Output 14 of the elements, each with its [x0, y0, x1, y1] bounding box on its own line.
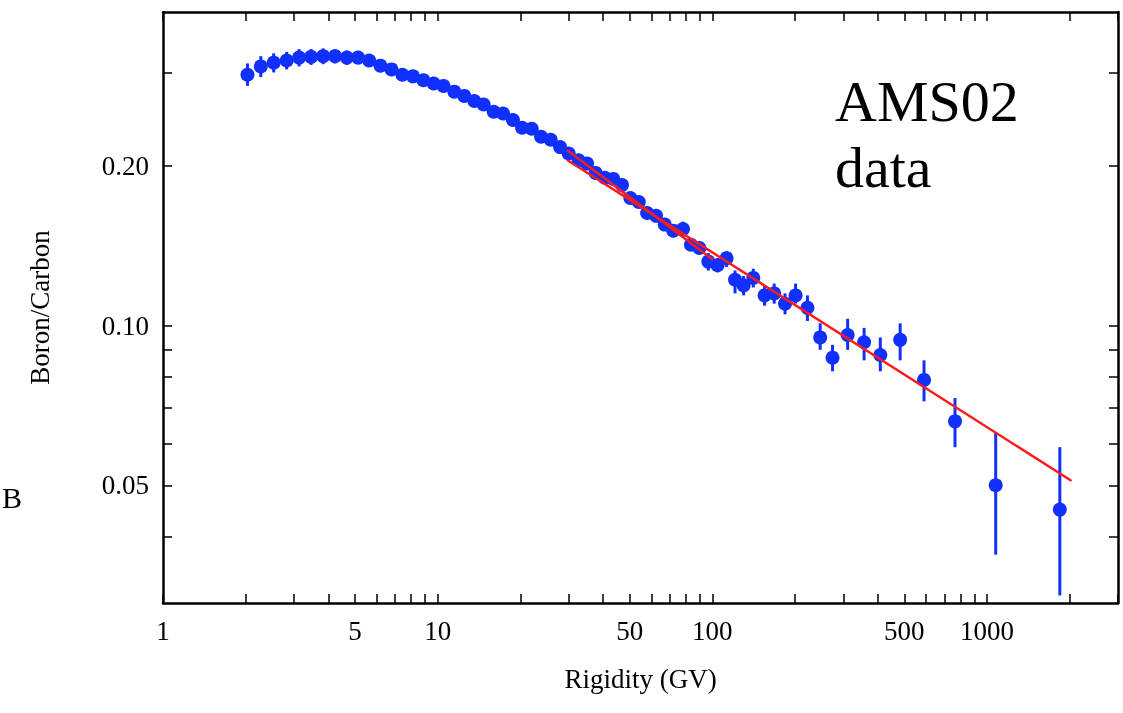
text: B [2, 480, 23, 514]
x-tick-label: 10 [424, 615, 452, 646]
y-tick-label: 0.05 [101, 470, 149, 501]
x-tick-label: 500 [884, 615, 925, 646]
x-tick-label: 1000 [959, 615, 1014, 646]
y-tick-label: 0.20 [101, 150, 149, 181]
x-tick-label: 5 [348, 615, 362, 646]
y-tick-label: 0.10 [101, 310, 149, 341]
annotation: AMS02 data [835, 68, 1019, 200]
x-tick-label: 100 [692, 615, 733, 646]
x-tick-label: 1 [156, 615, 170, 646]
y-axis-title: Boron/Carbon [24, 229, 55, 385]
x-tick-label: 50 [616, 615, 644, 646]
x-axis-title: Rigidity (GV) [564, 663, 717, 694]
